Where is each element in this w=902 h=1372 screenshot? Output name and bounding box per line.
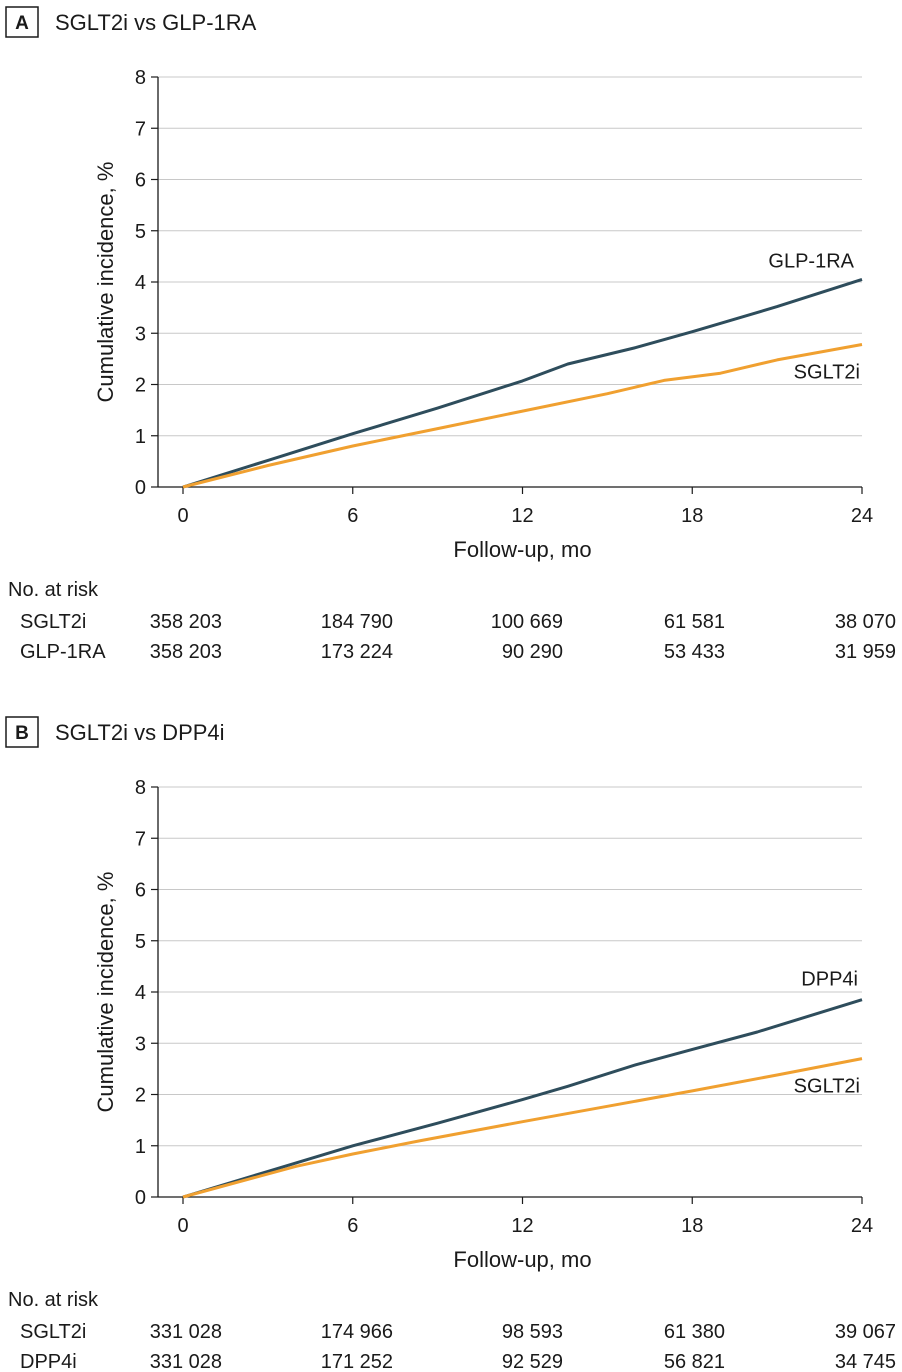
panel-title: SGLT2i vs DPP4i [55,720,225,745]
y-tick-label: 7 [135,828,146,850]
y-tick-label: 1 [135,1136,146,1158]
at-risk-value: 31 959 [835,641,896,663]
at-risk-value: 358 203 [150,641,222,663]
at-risk-heading: No. at risk [8,579,99,601]
x-axis-title: Follow-up, mo [453,537,591,562]
at-risk-value: 173 224 [321,641,393,663]
series-label-sglt2i: SGLT2i [794,1076,860,1098]
y-tick-label: 1 [135,426,146,448]
x-tick-label: 0 [177,505,188,527]
at-risk-value: 90 290 [502,641,563,663]
x-tick-label: 6 [347,505,358,527]
y-tick-label: 5 [135,931,146,953]
y-tick-label: 3 [135,1033,146,1055]
series-line-dpp4i [182,998,863,1199]
y-axis-title: Cumulative incidence, % [93,162,118,403]
panel-letter: A [15,13,29,34]
y-tick-label: 5 [135,221,146,243]
y-tick-label: 8 [135,67,146,89]
x-tick-label: 12 [511,505,533,527]
at-risk-value: 171 252 [321,1351,393,1372]
series-line-sglt2i [182,343,863,489]
at-risk-value: 39 067 [835,1321,896,1343]
at-risk-row-label: DPP4i [20,1351,77,1372]
series-label-glp-1ra: GLP-1RA [768,250,854,272]
x-tick-label: 18 [681,505,703,527]
x-tick-label: 6 [347,1215,358,1237]
at-risk-value: 38 070 [835,611,896,633]
x-axis-title: Follow-up, mo [453,1247,591,1272]
at-risk-row-label: GLP-1RA [20,641,106,663]
series-label-dpp4i: DPP4i [801,969,858,991]
y-tick-label: 6 [135,170,146,192]
at-risk-value: 98 593 [502,1321,563,1343]
panel-letter-box [5,716,39,748]
at-risk-value: 331 028 [150,1321,222,1343]
at-risk-value: 56 821 [664,1351,725,1372]
y-tick-label: 2 [135,375,146,397]
y-tick-label: 7 [135,118,146,140]
y-tick-label: 2 [135,1085,146,1107]
at-risk-value: 358 203 [150,611,222,633]
x-tick-label: 18 [681,1215,703,1237]
panel-title: SGLT2i vs GLP-1RA [55,10,257,35]
y-tick-label: 6 [135,880,146,902]
at-risk-value: 92 529 [502,1351,563,1372]
at-risk-value: 174 966 [321,1321,393,1343]
y-tick-label: 0 [135,477,146,499]
y-tick-label: 8 [135,777,146,799]
x-tick-label: 12 [511,1215,533,1237]
y-axis-title: Cumulative incidence, % [93,872,118,1113]
at-risk-row-label: SGLT2i [20,1321,86,1343]
x-tick-label: 0 [177,1215,188,1237]
y-tick-label: 4 [135,982,146,1004]
at-risk-heading: No. at risk [8,1289,99,1311]
y-tick-label: 4 [135,272,146,294]
at-risk-value: 100 669 [491,611,563,633]
x-tick-label: 24 [851,1215,873,1237]
series-line-sglt2i [182,1057,863,1199]
series-line-glp-1ra [182,277,863,489]
panel-letter: B [15,723,29,744]
at-risk-value: 331 028 [150,1351,222,1372]
at-risk-value: 61 581 [664,611,725,633]
x-tick-label: 24 [851,505,873,527]
y-tick-label: 3 [135,323,146,345]
at-risk-row-label: SGLT2i [20,611,86,633]
series-label-sglt2i: SGLT2i [794,362,860,384]
panel-letter-box [5,6,39,38]
at-risk-value: 61 380 [664,1321,725,1343]
at-risk-value: 184 790 [321,611,393,633]
y-tick-label: 0 [135,1187,146,1209]
at-risk-value: 34 745 [835,1351,896,1372]
at-risk-value: 53 433 [664,641,725,663]
